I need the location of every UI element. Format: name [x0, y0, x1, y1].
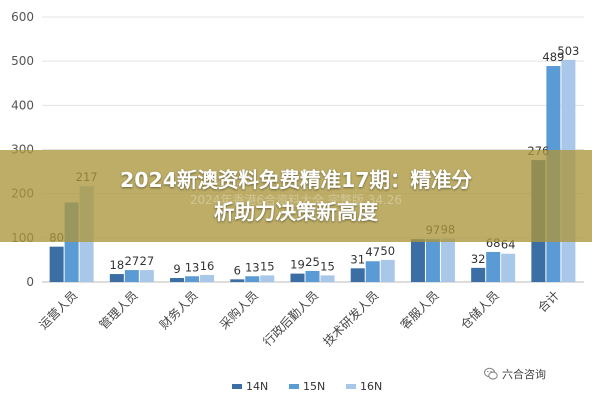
- legend-label-15N: 15N: [303, 380, 325, 393]
- bar-16N-7: [501, 253, 516, 282]
- bar-16N-1: [139, 270, 154, 282]
- bar-16N-2: [200, 274, 215, 282]
- bar-16N-5: [380, 259, 395, 282]
- bar-14N-0: [49, 246, 64, 282]
- overlay-banner: [0, 150, 592, 242]
- bar-14N-7: [471, 267, 486, 282]
- bar-15N-1: [124, 270, 139, 282]
- category-label: 行政后勤人员: [260, 288, 321, 349]
- category-labels: 运营人员 管理人员 财务人员 采购人员 行政后勤人员 技术研发人员 客服人员 仓储人员 合计: [36, 288, 562, 350]
- bar-15N-3: [245, 276, 260, 282]
- bar-14N-5: [350, 268, 365, 282]
- data-label: 31: [350, 252, 365, 266]
- y-tick-label: 0: [26, 275, 34, 289]
- y-tick-label: 500: [11, 54, 34, 68]
- data-label: 16: [200, 259, 215, 273]
- legend: 14N 15N 16N: [232, 380, 382, 393]
- bar-14N-1: [109, 274, 124, 282]
- category-label: 运营人员: [36, 288, 80, 332]
- overlay-title: 2024新澳资料免费精准17期：精准分 析助力决策新高度: [0, 164, 592, 228]
- category-label: 管理人员: [96, 288, 141, 333]
- bar-16N-6: [440, 238, 455, 282]
- overlay-title-line2: 析助力决策新高度: [214, 200, 378, 224]
- data-label: 50: [380, 244, 395, 258]
- bar-15N-7: [486, 251, 501, 282]
- brand-signature: 六合咨询: [484, 366, 546, 382]
- legend-label-16N: 16N: [360, 380, 382, 393]
- data-label: 25: [305, 255, 320, 269]
- category-label: 财务人员: [156, 288, 201, 333]
- bar-14N-2: [170, 278, 185, 282]
- data-label: 489: [542, 50, 564, 64]
- data-label: 9: [173, 262, 180, 276]
- data-label: 47: [365, 245, 380, 259]
- data-label: 13: [185, 260, 200, 274]
- category-label: 技术研发人员: [320, 288, 382, 350]
- category-label: 采购人员: [216, 288, 261, 333]
- bar-14N-6: [410, 239, 425, 282]
- bar-15N-2: [185, 276, 200, 282]
- y-tick-label: 400: [11, 98, 34, 112]
- overlay-title-line1: 2024新澳资料免费精准17期：精准分: [119, 168, 473, 192]
- data-label: 15: [320, 259, 335, 273]
- y-tick-label: 600: [11, 10, 34, 24]
- bar-15N-5: [365, 261, 380, 282]
- bar-16N-4: [320, 275, 335, 282]
- category-label: 仓储人员: [457, 288, 502, 333]
- data-label: 503: [557, 44, 579, 58]
- legend-swatch-15N: [289, 384, 299, 389]
- bar-15N-4: [305, 270, 320, 282]
- data-label: 27: [125, 254, 140, 268]
- bar-14N-3: [230, 279, 245, 282]
- data-label: 13: [245, 260, 260, 274]
- data-label: 15: [260, 259, 275, 273]
- legend-swatch-16N: [346, 384, 356, 389]
- data-label: 19: [290, 258, 305, 272]
- wechat-icon: [484, 367, 498, 380]
- category-label: 合计: [534, 288, 562, 316]
- bar-14N-4: [290, 273, 305, 282]
- bar-16N-3: [260, 275, 275, 282]
- data-label: 6: [234, 263, 241, 277]
- data-label: 32: [471, 252, 486, 266]
- data-label: 27: [140, 254, 155, 268]
- data-label: 18: [110, 258, 125, 272]
- bar-15N-6: [425, 239, 440, 282]
- legend-swatch-14N: [232, 384, 242, 389]
- overlay-watermark-text: 2024年香港6合资料大全 完整版 34.26: [189, 193, 403, 207]
- legend-label-14N: 14N: [246, 380, 268, 393]
- brand-name: 六合咨询: [502, 368, 546, 381]
- category-label: 客服人员: [397, 288, 442, 333]
